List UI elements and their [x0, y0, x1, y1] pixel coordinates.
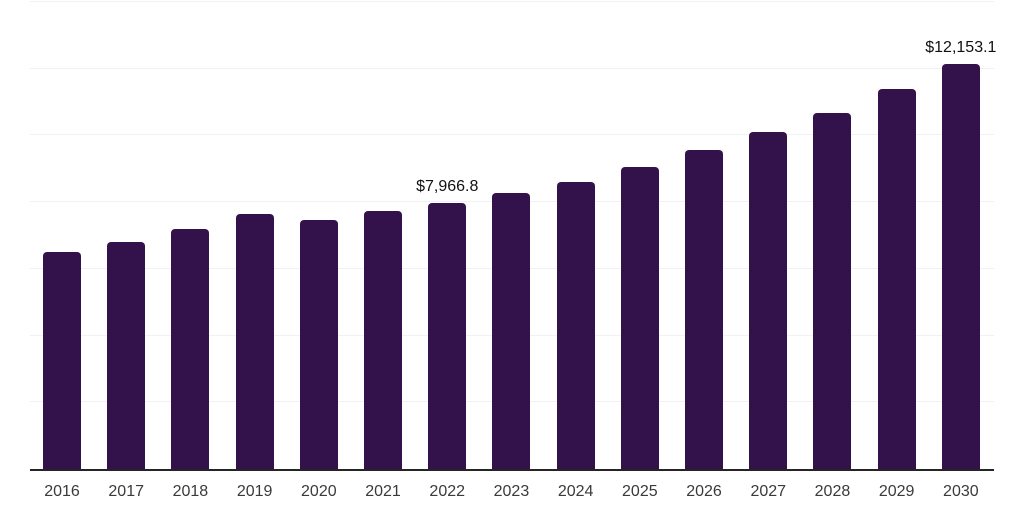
- x-tick-label-2025: 2025: [622, 483, 658, 500]
- bar-slot-2030: $12,153.1: [925, 2, 996, 469]
- bars-container: $7,966.8 $12,153.1: [43, 2, 996, 469]
- gridline-10000: [30, 134, 994, 136]
- bar-2022: [428, 203, 467, 469]
- bar-slot-2018: [171, 2, 210, 469]
- bar-2021: [364, 210, 403, 469]
- x-tick-label-2022: 2022: [429, 483, 466, 500]
- bar-2030: [941, 63, 980, 469]
- bar-slot-2024: [556, 2, 595, 469]
- bar-slot-2016: [43, 2, 81, 469]
- value-label-2030: $12,153.1: [925, 38, 997, 56]
- bar-slot-2025: [620, 2, 659, 469]
- bar-slot-2026: [685, 2, 724, 469]
- x-tick-label-2016: 2016: [44, 483, 80, 500]
- x-axis-tick-labels: 2016 2017 2018 2019 2020 2021 2022 2023 2024 2025…: [30, 482, 993, 501]
- x-tick-label-2018: 2018: [172, 483, 209, 500]
- bar-2026: [685, 150, 724, 469]
- bar-slot-2021: [364, 2, 403, 469]
- x-tick-label-2019: 2019: [236, 483, 273, 500]
- x-tick-label-2023: 2023: [493, 483, 530, 500]
- x-tick-label-2021: 2021: [365, 483, 401, 500]
- bar-2016: [43, 251, 81, 469]
- x-tick-label-2029: 2029: [878, 483, 915, 500]
- bar-2017: [107, 241, 146, 469]
- bar-slot-2027: [749, 2, 788, 469]
- bar-2024: [556, 182, 595, 469]
- bar-2018: [171, 228, 210, 469]
- bar-slot-2017: [107, 2, 146, 469]
- value-label-2022: $7,966.8: [416, 178, 479, 196]
- plot-area: $7,966.8 $12,153.1: [30, 1, 996, 471]
- gridline-14000: [30, 1, 994, 2]
- x-tick-label-2026: 2026: [686, 483, 722, 500]
- bar-slot-2019: [235, 2, 274, 469]
- bar-slot-2022: $7,966.8: [416, 2, 478, 469]
- bar-2029: [877, 88, 916, 469]
- bar-2027: [749, 132, 788, 469]
- gridline-12000: [30, 67, 994, 69]
- x-tick-label-2030: 2030: [943, 483, 979, 500]
- x-tick-label-2020: 2020: [301, 483, 337, 500]
- x-tick-label-2017: 2017: [108, 483, 144, 500]
- bar-slot-2028: [813, 2, 852, 469]
- bar-slot-2029: [877, 2, 916, 469]
- x-tick-label-2028: 2028: [814, 483, 851, 500]
- x-tick-label-2027: 2027: [750, 483, 787, 500]
- bar-2020: [299, 219, 338, 469]
- x-tick-label-2024: 2024: [557, 483, 594, 500]
- bar-2025: [620, 167, 659, 469]
- bar-2019: [235, 213, 274, 469]
- bar-2028: [813, 112, 852, 469]
- bar-slot-2023: [492, 2, 531, 469]
- bar-2023: [492, 193, 531, 469]
- bar-slot-2020: [299, 2, 338, 469]
